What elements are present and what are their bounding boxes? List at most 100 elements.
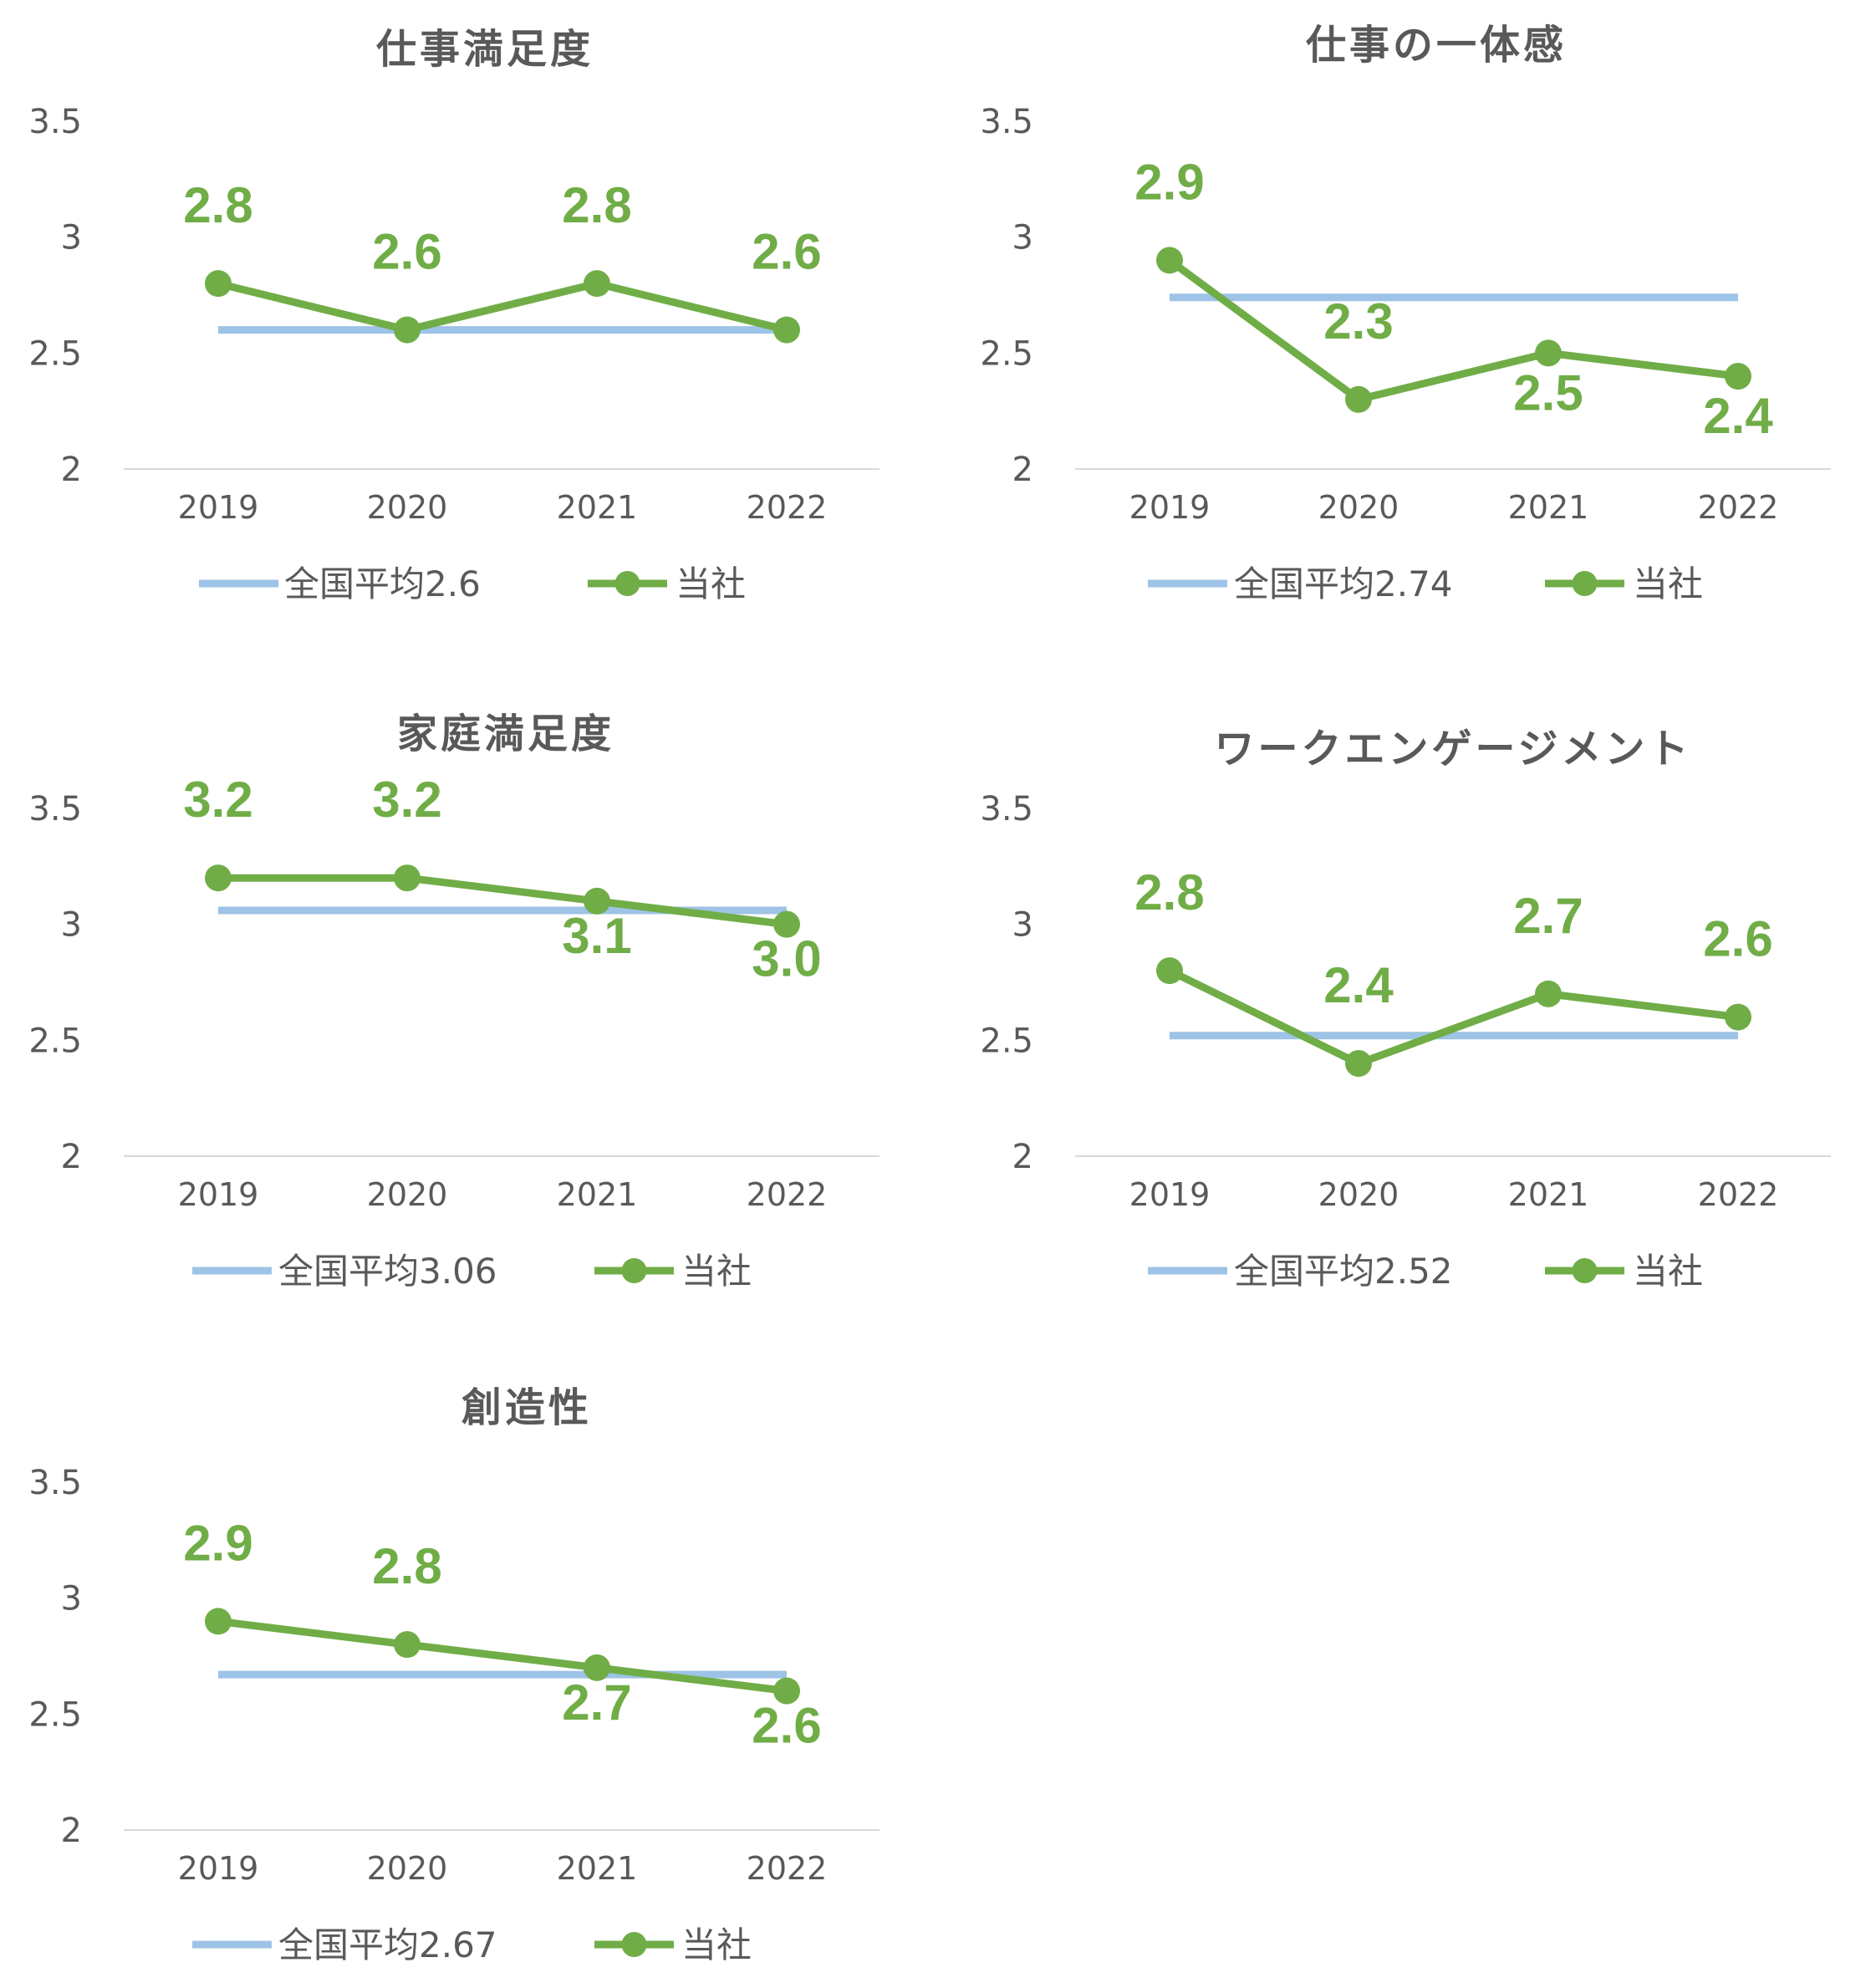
data-point (1156, 247, 1183, 274)
y-tick-label: 2 (61, 1812, 82, 1850)
data-point (394, 1631, 421, 1659)
x-tick-label: 2019 (178, 489, 259, 526)
y-tick-label: 2.5 (980, 1022, 1033, 1060)
y-tick-label: 2 (1012, 1138, 1033, 1176)
data-point (773, 316, 800, 344)
x-tick-label: 2021 (557, 1850, 638, 1887)
data-label: 2.6 (752, 1698, 821, 1754)
y-tick-label: 3.5 (980, 103, 1033, 141)
chart-panel-2: 仕事の一体感 2 2.5 3 3.5 2019 2020 2021 2022 2.9 2.3 2.5 2… (980, 22, 1831, 604)
data-label: 2.3 (1323, 293, 1393, 349)
y-tick-label: 3.5 (28, 103, 82, 141)
legend-marker-company (1572, 1258, 1598, 1283)
data-point (1725, 363, 1751, 390)
legend-label-company: 当社 (681, 1251, 752, 1292)
y-tick-label: 2 (61, 1138, 82, 1176)
legend-label-company: 当社 (1633, 563, 1703, 604)
data-label: 2.6 (752, 224, 821, 280)
chart-panel-1: 仕事満足度 2 2.5 3 3.5 2019 2020 2021 2022 2.8 2.6 2.8 2.… (28, 26, 879, 604)
x-tick-label: 2019 (1129, 1176, 1211, 1213)
x-tick-label: 2021 (1508, 489, 1589, 526)
x-tick-label: 2020 (367, 1850, 448, 1887)
x-tick-label: 2022 (1698, 1176, 1779, 1213)
y-tick-label: 2 (1012, 451, 1033, 489)
data-label: 2.8 (183, 177, 252, 233)
legend-label-average: 全国平均2.74 (1234, 563, 1453, 604)
y-tick-label: 3.5 (980, 790, 1033, 828)
data-label: 2.8 (1134, 864, 1204, 920)
y-tick-label: 2.5 (28, 1022, 82, 1060)
chart-title: 仕事満足度 (376, 26, 594, 73)
data-label: 2.7 (562, 1675, 631, 1731)
data-label: 3.1 (562, 908, 631, 964)
x-tick-label: 2022 (747, 1176, 828, 1213)
y-tick-label: 2.5 (28, 1695, 82, 1734)
data-label: 3.2 (372, 772, 441, 828)
x-tick-label: 2020 (367, 1176, 448, 1213)
data-label: 2.7 (1513, 888, 1583, 944)
data-label: 2.8 (562, 177, 631, 233)
data-point (773, 1677, 800, 1705)
data-label: 3.2 (183, 772, 252, 828)
y-tick-label: 2.5 (980, 334, 1033, 373)
y-tick-label: 3 (61, 219, 82, 257)
series-line-company (218, 874, 788, 929)
data-label: 3.0 (752, 931, 821, 987)
data-point (205, 1608, 232, 1635)
data-point (584, 270, 610, 298)
legend-label-average: 全国平均2.52 (1234, 1251, 1453, 1292)
legend-marker-company (1572, 571, 1598, 596)
data-point (773, 910, 800, 938)
data-label: 2.6 (1703, 911, 1772, 967)
chart-title: 創造性 (461, 1384, 592, 1431)
legend-label-company: 当社 (1633, 1251, 1703, 1292)
data-point (1156, 957, 1183, 985)
chart-title: 家庭満足度 (397, 711, 614, 757)
y-tick-label: 3 (61, 906, 82, 945)
x-tick-label: 2021 (557, 489, 638, 526)
data-label: 2.4 (1323, 957, 1394, 1013)
legend-label-average: 全国平均2.6 (284, 563, 481, 604)
chart-title: 仕事の一体感 (1306, 22, 1567, 69)
legend-label-company: 当社 (681, 1924, 752, 1965)
y-tick-label: 3.5 (28, 1464, 82, 1502)
series-line-company (1167, 257, 1739, 404)
data-point (1345, 385, 1372, 413)
legend-label-company: 当社 (675, 563, 746, 604)
series-line-company (217, 1617, 788, 1695)
data-label: 2.4 (1703, 388, 1773, 444)
data-label: 2.9 (1134, 154, 1204, 210)
data-point (205, 864, 232, 892)
x-tick-label: 2022 (1698, 489, 1779, 526)
series-line-company (217, 279, 788, 334)
chart-panel-4: ワークエンゲージメント 2 2.5 3 3.5 2019 2020 2021 2022 2.8 2.… (980, 726, 1831, 1292)
y-tick-label: 3.5 (28, 790, 82, 828)
data-point (584, 887, 610, 915)
data-point (1535, 980, 1562, 1007)
x-tick-label: 2022 (747, 489, 828, 526)
data-point (1725, 1003, 1751, 1031)
legend-label-average: 全国平均2.67 (278, 1924, 497, 1965)
data-point (394, 864, 421, 892)
x-tick-label: 2021 (557, 1176, 638, 1213)
legend-label-average: 全国平均3.06 (278, 1251, 497, 1292)
data-point (584, 1654, 610, 1681)
y-tick-label: 3 (61, 1580, 82, 1618)
data-point (1535, 339, 1562, 367)
data-point (394, 316, 421, 344)
x-tick-label: 2020 (367, 489, 448, 526)
chart-panel-5: 創造性 2 2.5 3 3.5 2019 2020 2021 2022 2.9 2.8 2.7 2.6 全… (28, 1384, 879, 1965)
x-tick-label: 2020 (1318, 1176, 1399, 1213)
x-tick-label: 2022 (747, 1850, 828, 1887)
chart-panel-3: 家庭満足度 2 2.5 3 3.5 2019 2020 2021 2022 3.2 3.2 3.1 3.… (28, 711, 879, 1292)
x-tick-label: 2019 (178, 1176, 259, 1213)
x-tick-label: 2019 (1129, 489, 1211, 526)
legend-marker-company (621, 1258, 647, 1283)
x-tick-label: 2019 (178, 1850, 259, 1887)
x-tick-label: 2021 (1508, 1176, 1589, 1213)
y-tick-label: 2 (61, 451, 82, 489)
y-tick-label: 3 (1012, 906, 1033, 945)
series-line-company (1168, 967, 1739, 1068)
legend-marker-company (614, 571, 640, 596)
